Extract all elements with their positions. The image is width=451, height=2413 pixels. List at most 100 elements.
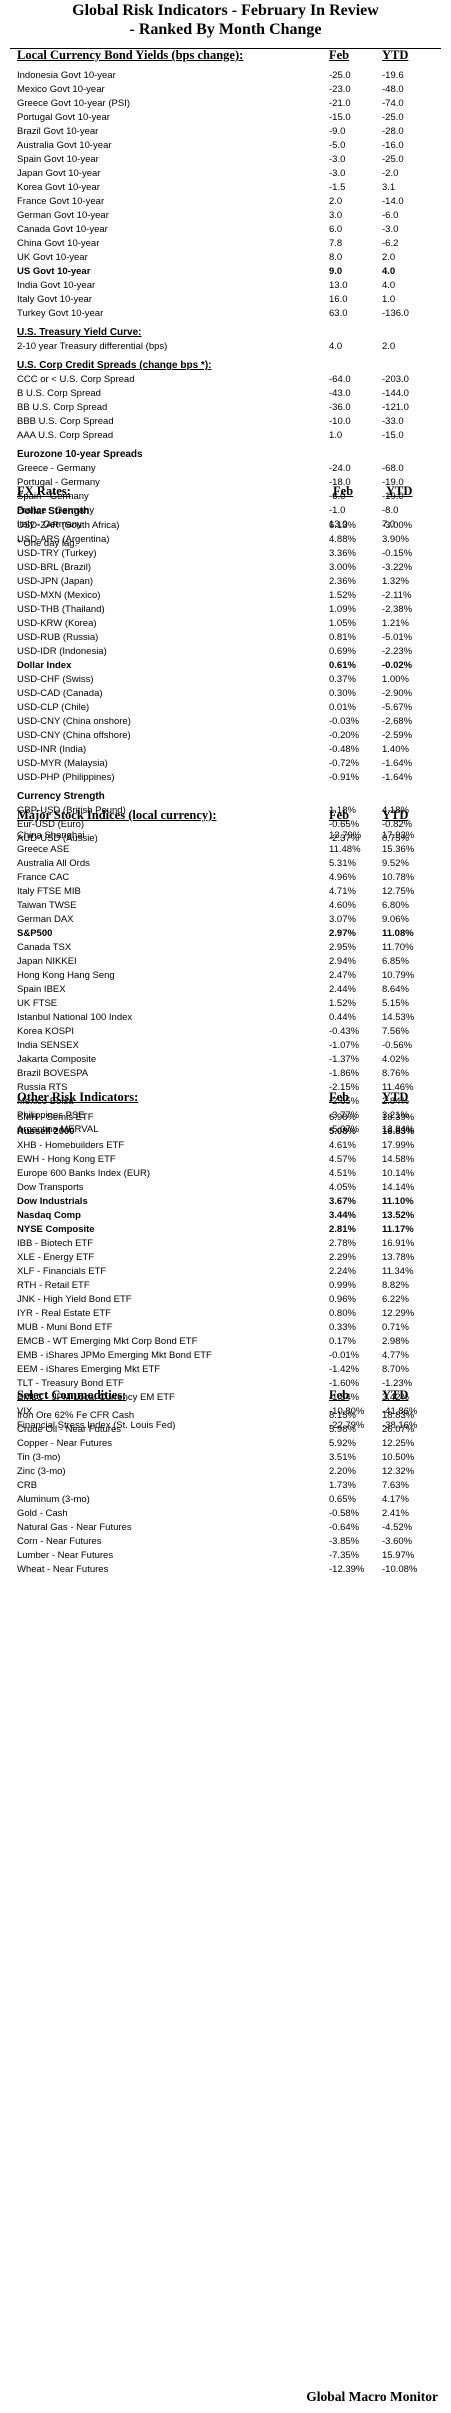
feb-value: -2.37%	[329, 833, 360, 844]
column-header-ytd: YTD	[382, 48, 409, 62]
row-label: Natural Gas - Near Futures	[17, 1522, 132, 1533]
table-row: Australia Govt 10-year -5.0 -16.0	[17, 139, 437, 153]
table-row: RTH - Retail ETF 0.99% 8.82%	[17, 1279, 437, 1293]
row-label: USD-CHF (Swiss)	[17, 674, 94, 685]
ytd-value: -19.6	[382, 70, 404, 81]
table-row: France - Germany -1.0 -8.0	[17, 504, 437, 518]
table-row: USD-INR (India) -0.48% 1.40%	[17, 743, 437, 757]
feb-value: -36.0	[329, 402, 351, 413]
row-label: Copper - Near Futures	[17, 1438, 113, 1449]
table-row: Italy - Germany 13.0 7.0	[17, 518, 437, 532]
row-label: Indonesia Govt 10-year	[17, 70, 116, 81]
feb-value: 2.47%	[329, 970, 356, 981]
feb-value: -1.5	[329, 182, 346, 193]
row-label: Greece - Germany	[17, 463, 96, 474]
table-row: Greece Govt 10-year (PSI) -21.0 -74.0	[17, 97, 437, 111]
column-header-feb: Feb	[329, 808, 350, 822]
row-label: IYR - Real Estate ETF	[17, 1308, 111, 1319]
fx-rates-section: FX Rates: Feb YTD Dollar Strength USD-ZAR (S…	[17, 484, 437, 846]
row-label: Taiwan TWSE	[17, 900, 77, 911]
feb-value: -3.77%	[329, 1110, 360, 1121]
table-row: Tin (3-mo) 3.51% 10.50%	[17, 1451, 437, 1465]
table-row: Corn - Near Futures -3.85% -3.60%	[17, 1535, 437, 1549]
table-row: CCC or < U.S. Corp Spread -64.0 -203.0	[17, 373, 437, 387]
row-label: USD-CNY (China offshore)	[17, 730, 131, 741]
row-label: IBB - Biotech ETF	[17, 1238, 94, 1249]
feb-value: 2.94%	[329, 956, 356, 967]
stock-indices-section: Major Stock Indices (local currency): Feb…	[17, 808, 437, 1137]
feb-value: 0.37%	[329, 674, 356, 685]
table-row: USD-CNY (China onshore) -0.03% -2.68%	[17, 715, 437, 729]
block-subtitle: Dollar Strength	[17, 506, 90, 517]
feb-value: 13.0	[329, 519, 348, 530]
table-row: Indonesia Govt 10-year -25.0 -19.6	[17, 69, 437, 83]
row-label: US Govt 10-year	[17, 266, 91, 277]
table-row: Aluminum (3-mo) 0.65% 4.17%	[17, 1493, 437, 1507]
table-row: Argentina MERVAL -5.07% 13.84%	[17, 1123, 437, 1137]
section-header: FX Rates: Feb YTD	[17, 484, 437, 500]
column-header-ytd: YTD	[382, 1090, 409, 1104]
ytd-value: -121.0	[382, 402, 409, 413]
row-label: USD-CAD (Canada)	[17, 688, 103, 699]
table-row: USD-JPN (Japan) 2.36% 1.32%	[17, 575, 437, 589]
feb-value: -1.60%	[329, 1378, 360, 1389]
ytd-value: -4.52%	[382, 1522, 413, 1533]
feb-value: 4.61%	[329, 1140, 356, 1151]
ytd-value: -41.86%	[382, 1406, 418, 1417]
table-row: NYSE Composite 2.81% 11.17%	[17, 1223, 437, 1237]
feb-value: -1.42%	[329, 1364, 360, 1375]
ytd-value: 11.08%	[382, 928, 414, 939]
row-label: USD-RUB (Russia)	[17, 632, 99, 643]
ytd-value: 15.36%	[382, 844, 415, 855]
row-label: S&P500	[17, 928, 53, 939]
feb-value: 3.07%	[329, 914, 356, 925]
table-row: India Govt 10-year 13.0 4.0	[17, 279, 437, 293]
row-label: AUD-USD (Aussie)	[17, 833, 98, 844]
feb-value: 4.71%	[329, 886, 356, 897]
feb-value: -0.58%	[329, 1508, 360, 1519]
ytd-value: -0.82%	[382, 819, 413, 830]
feb-value: 0.81%	[329, 632, 356, 643]
row-label: USD-CNY (China onshore)	[17, 716, 131, 727]
row-label: Russell 2000	[17, 1126, 75, 1137]
column-header-feb: Feb	[329, 1388, 350, 1402]
table-row: Wheat - Near Futures -12.39% -10.08%	[17, 1563, 437, 1577]
row-label: India Govt 10-year	[17, 280, 96, 291]
row-label: GBP-USD (British Pound)	[17, 805, 126, 816]
row-label: Korea KOSPI	[17, 1026, 75, 1037]
row-label: Philippines PSE	[17, 1110, 85, 1121]
row-label: XHB - Homebuilders ETF	[17, 1140, 125, 1151]
row-label: Turkey Govt 10-year	[17, 308, 104, 319]
row-label: USD-IDR (Indonesia)	[17, 646, 107, 657]
row-label: Argentina MERVAL	[17, 1124, 99, 1135]
row-label: NYSE Composite	[17, 1224, 95, 1235]
table-row: AUD-USD (Aussie) -2.37% 0.75%	[17, 832, 437, 846]
ytd-value: -33.0	[382, 416, 404, 427]
ytd-value: 2.0	[382, 341, 396, 352]
table-row: Turkey Govt 10-year 63.0 -136.0	[17, 307, 437, 321]
ytd-value: 10.14%	[382, 1168, 415, 1179]
table-row: Jakarta Composite -1.37% 4.02%	[17, 1053, 437, 1067]
ytd-value: 3.42%	[382, 1392, 409, 1403]
section-header: Select Commodities: Feb YTD	[17, 1388, 437, 1404]
ytd-value: 7.63%	[382, 1480, 409, 1491]
row-label: German DAX	[17, 914, 74, 925]
feb-value: 0.33%	[329, 1322, 356, 1333]
table-row: Spain - Germany -6.0 -19.0	[17, 490, 437, 504]
block-subtitle: Eurozone 10-year Spreads	[17, 449, 143, 460]
table-row: France CAC 4.96% 10.78%	[17, 871, 437, 885]
feb-value: 1.73%	[329, 1480, 356, 1491]
feb-value: -3.85%	[329, 1536, 360, 1547]
table-row: USD-CNY (China offshore) -0.20% -2.59%	[17, 729, 437, 743]
table-row: USD-ZAR (South Africa) 6.13% -3.00%	[17, 519, 437, 533]
feb-value: 1.0	[329, 430, 343, 441]
row-label: Dow Transports	[17, 1182, 84, 1193]
ytd-value: 3.1	[382, 182, 396, 193]
ytd-value: 6.22%	[382, 1294, 409, 1305]
table-row: India SENSEX -1.07% -0.56%	[17, 1039, 437, 1053]
ytd-value: 11.46%	[382, 1082, 414, 1093]
section-title: FX Rates:	[17, 484, 71, 498]
feb-value: -0.64%	[329, 1522, 360, 1533]
section-title: Other Risk Indicators:	[17, 1090, 139, 1104]
ytd-value: 1.21%	[382, 618, 409, 629]
